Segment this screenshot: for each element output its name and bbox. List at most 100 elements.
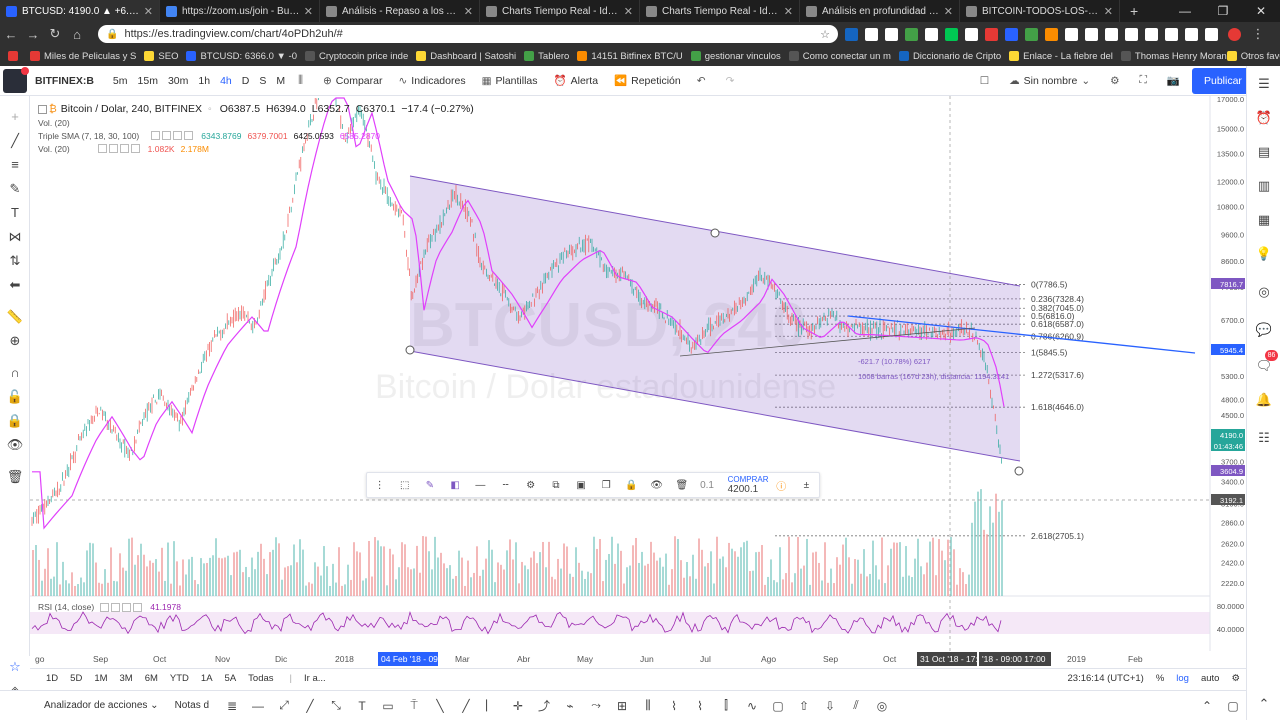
- alert-button[interactable]: ⏰ Alerta: [554, 74, 599, 88]
- bottom-tool-icon[interactable]: ◎: [876, 698, 888, 713]
- settings-button[interactable]: ⚙: [1110, 75, 1123, 87]
- chevron-up-icon[interactable]: ⌃: [1201, 698, 1213, 713]
- interval-15m[interactable]: 15m: [137, 74, 158, 87]
- layout-button[interactable]: ☐: [980, 75, 993, 87]
- fill-color-icon[interactable]: ◧: [450, 479, 460, 491]
- bookmark-item[interactable]: Otros favoritos: [1226, 51, 1280, 62]
- browser-tab[interactable]: BITCOIN-TODOS-LOS-FIBOS-HO✕: [960, 0, 1120, 22]
- bottom-tool-icon[interactable]: ⍑: [410, 698, 418, 712]
- interval-D[interactable]: D: [241, 74, 250, 87]
- width-value[interactable]: 0.1: [700, 479, 714, 491]
- browser-tab[interactable]: Análisis en profundidad de Bitco✕: [800, 0, 960, 22]
- extension-icon[interactable]: [945, 27, 958, 41]
- browser-tab[interactable]: BTCUSD: 4190.0 ▲ +6.62% — Sin✕: [0, 0, 160, 22]
- bottom-tool-icon[interactable]: ∿: [747, 698, 758, 713]
- close-tab-icon[interactable]: ✕: [943, 5, 953, 18]
- fib-tool-icon[interactable]: ≡: [11, 157, 19, 172]
- close-tab-icon[interactable]: ✕: [303, 5, 313, 18]
- calendar-icon[interactable]: ▦: [1257, 212, 1271, 227]
- reload-icon[interactable]: ↻: [49, 26, 61, 41]
- range-5a[interactable]: 5A: [224, 673, 237, 684]
- range-1a[interactable]: 1A: [200, 673, 213, 684]
- range-todas[interactable]: Todas: [248, 673, 274, 684]
- copy-icon[interactable]: ❐: [601, 479, 611, 491]
- publish-button[interactable]: Publicar: [1191, 67, 1254, 94]
- extension-icon[interactable]: [1025, 27, 1038, 41]
- extension-icon[interactable]: [925, 27, 938, 41]
- browser-tab[interactable]: https://zoom.us/join - Buscar co✕: [160, 0, 320, 22]
- settings-icon[interactable]: [111, 602, 121, 612]
- url-input[interactable]: 🔒 https://es.tradingview.com/chart/4oPDh…: [98, 25, 838, 43]
- close-icon[interactable]: [119, 144, 129, 153]
- interval-5m[interactable]: 5m: [112, 74, 128, 87]
- snapshot-button[interactable]: 📷: [1167, 74, 1184, 87]
- compare-button[interactable]: ⊕ Comparar: [323, 75, 383, 87]
- maximize-icon[interactable]: ❐: [1217, 4, 1229, 18]
- close-tab-icon[interactable]: ✕: [143, 5, 153, 18]
- lock-drawings-icon[interactable]: 🔓: [6, 389, 24, 404]
- extension-icon[interactable]: [905, 27, 918, 41]
- more-icon[interactable]: ±: [803, 479, 810, 491]
- eye-icon[interactable]: [151, 131, 161, 140]
- bottom-tool-icon[interactable]: ⌁: [566, 698, 574, 713]
- more-icon[interactable]: [184, 131, 194, 140]
- extension-icon[interactable]: [1145, 27, 1158, 41]
- minimize-icon[interactable]: —: [1179, 4, 1191, 18]
- close-tab-icon[interactable]: ✕: [783, 5, 793, 18]
- bookmark-item[interactable]: Diccionario de Cripto: [898, 51, 1001, 62]
- extension-icon[interactable]: [1065, 27, 1078, 41]
- fullscreen-button[interactable]: ⛶: [1140, 74, 1151, 87]
- interval-M[interactable]: M: [276, 74, 286, 87]
- ideas-icon[interactable]: 💡: [1255, 246, 1273, 261]
- extension-icon[interactable]: [1005, 27, 1018, 41]
- lock-icon[interactable]: 🔒: [6, 413, 24, 428]
- notes-tab[interactable]: Notas d: [174, 700, 210, 711]
- extension-icon[interactable]: [1205, 27, 1218, 41]
- chevron-up-icon[interactable]: ⌃: [1258, 696, 1270, 711]
- settings-icon[interactable]: [162, 131, 172, 140]
- apps-icon[interactable]: [8, 51, 22, 61]
- close-icon[interactable]: ✕: [1255, 4, 1267, 18]
- extension-icon[interactable]: [1085, 27, 1098, 41]
- lock-icon[interactable]: 🔒: [625, 479, 638, 491]
- home-icon[interactable]: ⌂: [73, 26, 81, 42]
- buy-button[interactable]: COMPRAR 4200.1: [728, 475, 769, 495]
- drag-handle-icon[interactable]: ⋮: [374, 479, 385, 491]
- bottom-tool-icon[interactable]: ⌇: [697, 698, 703, 713]
- settings-icon[interactable]: ⚙: [526, 479, 536, 491]
- line-style-icon[interactable]: ╌: [502, 479, 509, 491]
- bookmark-item[interactable]: 14151 Bitfinex BTC/U: [577, 51, 683, 62]
- price-chart[interactable]: 17000.0 15000.0 13500.0 12000.0 10800.0 9600.…: [30, 95, 1246, 656]
- range-6m[interactable]: 6M: [144, 673, 158, 684]
- close-tab-icon[interactable]: ✕: [623, 5, 633, 18]
- templates-button[interactable]: ▦ Plantillas: [482, 75, 538, 87]
- hotlist-icon[interactable]: ▥: [1257, 178, 1271, 193]
- ruler-icon[interactable]: 📏: [6, 309, 24, 324]
- range-1m[interactable]: 1M: [94, 673, 108, 684]
- collapse-icon[interactable]: [38, 104, 47, 114]
- info-icon[interactable]: ⓘ: [776, 481, 787, 493]
- percent-toggle[interactable]: %: [1155, 673, 1165, 684]
- extension-icon[interactable]: [1105, 27, 1118, 41]
- bottom-tool-icon[interactable]: ⤳: [591, 698, 601, 712]
- replay-button[interactable]: ⏪ Repetición: [614, 74, 681, 88]
- bottom-tool-icon[interactable]: ⌇: [671, 698, 677, 713]
- eye-icon[interactable]: [100, 602, 110, 612]
- bottom-tool-icon[interactable]: ⫽: [853, 698, 859, 712]
- bookmark-item[interactable]: Como conectar un m: [788, 51, 891, 62]
- hide-icon[interactable]: 👁: [650, 479, 663, 491]
- bottom-tool-icon[interactable]: ⤴: [538, 699, 551, 713]
- clone-icon[interactable]: ⧉: [552, 479, 560, 491]
- bottom-tool-icon[interactable]: ⊞: [617, 698, 628, 713]
- interval-S[interactable]: S: [259, 74, 267, 87]
- arrow-left-icon[interactable]: ⬅: [9, 277, 21, 292]
- private-chat-icon[interactable]: 🗨: [1255, 358, 1273, 373]
- bottom-tool-icon[interactable]: ╱: [306, 698, 314, 713]
- range-ytd[interactable]: YTD: [169, 673, 189, 684]
- browser-tab[interactable]: Charts Tiempo Real - Idea La gra✕: [480, 0, 640, 22]
- chart-area[interactable]: 17000.0 15000.0 13500.0 12000.0 10800.0 9600.…: [30, 95, 1246, 659]
- range-1d[interactable]: 1D: [46, 673, 59, 684]
- extension-icon[interactable]: [1125, 27, 1138, 41]
- streams-icon[interactable]: ◎: [1258, 284, 1270, 299]
- browser-tab[interactable]: Charts Tiempo Real - Idea La gra✕: [640, 0, 800, 22]
